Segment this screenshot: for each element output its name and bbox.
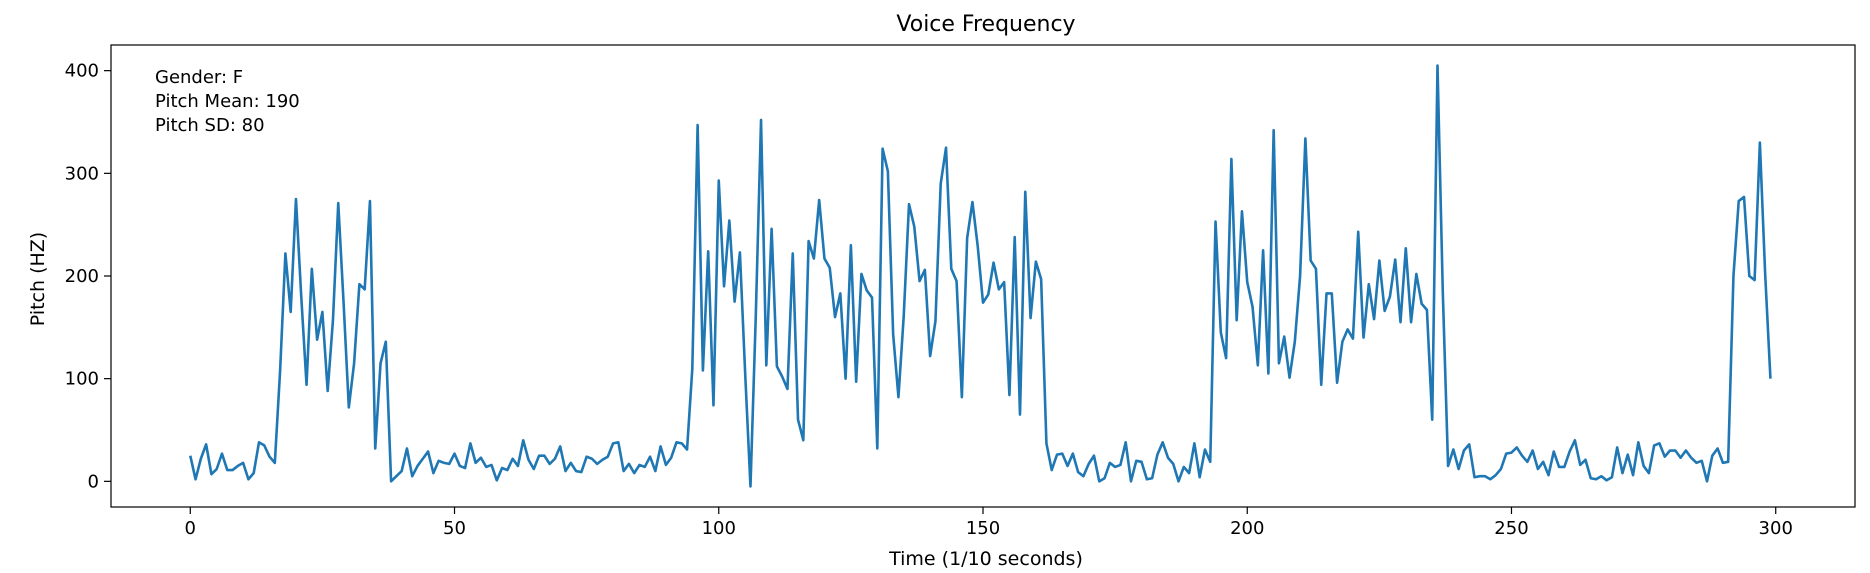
x-tick-label: 200 bbox=[1230, 518, 1264, 539]
y-axis-label: Pitch (HZ) bbox=[27, 232, 49, 326]
annotation-box: Gender: F Pitch Mean: 190 Pitch SD: 80 bbox=[155, 67, 300, 136]
y-tick-label: 300 bbox=[65, 163, 99, 184]
x-axis-label: Time (1/10 seconds) bbox=[888, 548, 1083, 570]
x-tick-label: 50 bbox=[443, 518, 466, 539]
y-tick-label: 400 bbox=[65, 61, 99, 82]
pitch-series-line bbox=[189, 64, 1772, 488]
y-tick-label: 100 bbox=[65, 369, 99, 390]
x-tick-label: 150 bbox=[966, 518, 1000, 539]
x-axis: 0 50 100 150 200 250 300 bbox=[185, 507, 1793, 539]
plot-area bbox=[110, 44, 1856, 508]
y-tick-label: 200 bbox=[65, 266, 99, 287]
annotation-text: Pitch SD: 80 bbox=[155, 115, 265, 136]
x-tick-label: 300 bbox=[1759, 518, 1793, 539]
annotation-text: Pitch Mean: 190 bbox=[155, 91, 300, 112]
annotation-text: Gender: F bbox=[155, 67, 243, 88]
x-tick-label: 250 bbox=[1494, 518, 1528, 539]
y-tick-label: 0 bbox=[88, 471, 99, 492]
x-tick-label: 100 bbox=[702, 518, 736, 539]
y-axis: 0 100 200 300 400 bbox=[65, 61, 111, 492]
x-tick-label: 0 bbox=[185, 518, 196, 539]
chart-title: Voice Frequency bbox=[896, 12, 1075, 37]
